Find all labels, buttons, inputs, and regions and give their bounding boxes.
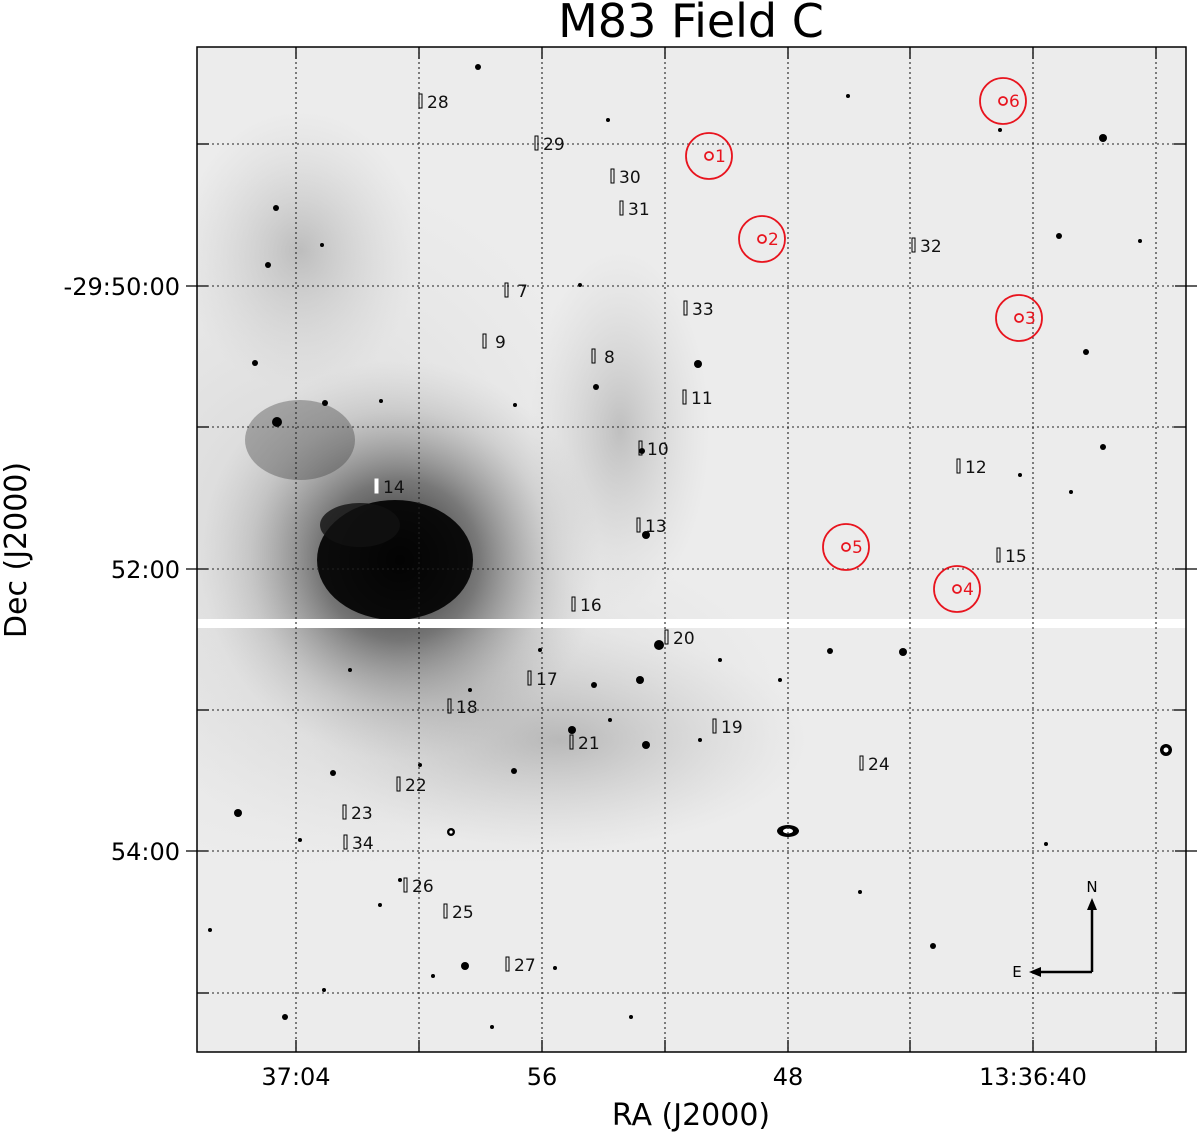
- slit-label: 28: [427, 93, 449, 113]
- y-tick-label: -29:50:00: [64, 273, 180, 301]
- slit-label: 29: [543, 135, 565, 155]
- slit-label: 30: [619, 168, 641, 188]
- slit-label: 31: [628, 200, 650, 220]
- slit-27: 27: [505, 956, 536, 976]
- slit-22: 22: [396, 776, 427, 796]
- slit-19: 19: [712, 718, 743, 738]
- slit-label: 34: [352, 834, 374, 854]
- circle-label: 4: [963, 580, 974, 600]
- slit-12: 12: [956, 458, 987, 478]
- slit-label: 18: [456, 698, 478, 718]
- y-axis-label: Dec (J2000): [0, 462, 34, 638]
- slit-9: 9: [482, 333, 506, 353]
- slit-11: 11: [682, 389, 713, 409]
- circled-source-3: 3: [995, 294, 1043, 342]
- slit-7: 7: [504, 282, 528, 302]
- slit-label: 15: [1005, 547, 1027, 567]
- circled-source-6: 6: [979, 77, 1027, 125]
- compass-east-label: E: [1012, 963, 1021, 981]
- slit-label: 27: [514, 956, 536, 976]
- circle-label: 1: [715, 147, 726, 167]
- slit-10: 10: [638, 440, 669, 460]
- plot-title: M83 Field C: [558, 0, 824, 48]
- slit-30: 30: [610, 168, 641, 188]
- slit-label: 24: [868, 755, 890, 775]
- axis-ticks: [186, 47, 1197, 1052]
- slit-label: 8: [604, 348, 615, 368]
- x-tick-label: 13:36:40: [979, 1063, 1087, 1091]
- compass-rose: N E: [1012, 878, 1097, 981]
- compass-north-label: N: [1086, 878, 1097, 896]
- slit-31: 31: [619, 200, 650, 220]
- slit-label: 23: [351, 804, 373, 824]
- x-tick-label: 56: [527, 1063, 558, 1091]
- slit-label: 10: [647, 440, 669, 460]
- x-tick-label: 37:04: [261, 1063, 330, 1091]
- slit-label: 11: [691, 389, 713, 409]
- slit-label: 19: [721, 718, 743, 738]
- y-tick-label: 52:00: [111, 556, 180, 584]
- circle-label: 5: [852, 538, 863, 558]
- slit-label: 21: [578, 734, 600, 754]
- slit-28: 28: [418, 93, 449, 113]
- slit-label: 20: [673, 629, 695, 649]
- slit-24: 24: [859, 755, 890, 775]
- sky-image: [197, 47, 1186, 1052]
- circled-source-5: 5: [822, 523, 870, 571]
- slit-label: 17: [536, 670, 558, 690]
- slit-18: 18: [447, 698, 478, 718]
- slit-26: 26: [403, 877, 434, 897]
- slit-label: 14: [383, 478, 405, 498]
- slit-23: 23: [342, 804, 373, 824]
- slit-29: 29: [534, 135, 565, 155]
- slit-markers: 28 29 30 31 32 7 33 9 8 11 10 12 14 13 1…: [342, 93, 1027, 976]
- slit-label: 7: [517, 282, 528, 302]
- slit-34: 34: [343, 834, 374, 854]
- slit-label: 32: [920, 237, 942, 257]
- plot-frame: [196, 46, 1187, 1053]
- slit-16: 16: [571, 596, 602, 616]
- circled-sources: 1 2 3 4 5 6: [685, 77, 1043, 613]
- slit-label: 26: [412, 877, 434, 897]
- circled-source-4: 4: [933, 565, 981, 613]
- circle-label: 6: [1009, 92, 1020, 112]
- slit-label: 33: [692, 300, 714, 320]
- slit-14: 14: [374, 478, 405, 498]
- slit-15: 15: [996, 547, 1027, 567]
- slit-label: 12: [965, 458, 987, 478]
- slit-21: 21: [569, 734, 600, 754]
- slit-20: 20: [664, 629, 695, 649]
- x-tick-label: 48: [773, 1063, 804, 1091]
- circle-label: 3: [1025, 309, 1036, 329]
- slit-label: 16: [580, 596, 602, 616]
- circle-label: 2: [768, 230, 779, 250]
- slit-8: 8: [591, 348, 615, 368]
- x-axis-label: RA (J2000): [612, 1098, 770, 1133]
- slit-32: 32: [911, 237, 942, 257]
- circled-source-2: 2: [738, 215, 786, 263]
- slit-label: 22: [405, 776, 427, 796]
- slit-25: 25: [443, 903, 474, 923]
- circled-source-1: 1: [685, 132, 733, 180]
- slit-17: 17: [527, 670, 558, 690]
- slit-13: 13: [636, 517, 667, 537]
- slit-label: 13: [645, 517, 667, 537]
- slit-label: 9: [495, 333, 506, 353]
- field-stars: [208, 64, 1172, 1029]
- slit-label: 25: [452, 903, 474, 923]
- y-tick-label: 54:00: [111, 838, 180, 866]
- slit-33: 33: [683, 300, 714, 320]
